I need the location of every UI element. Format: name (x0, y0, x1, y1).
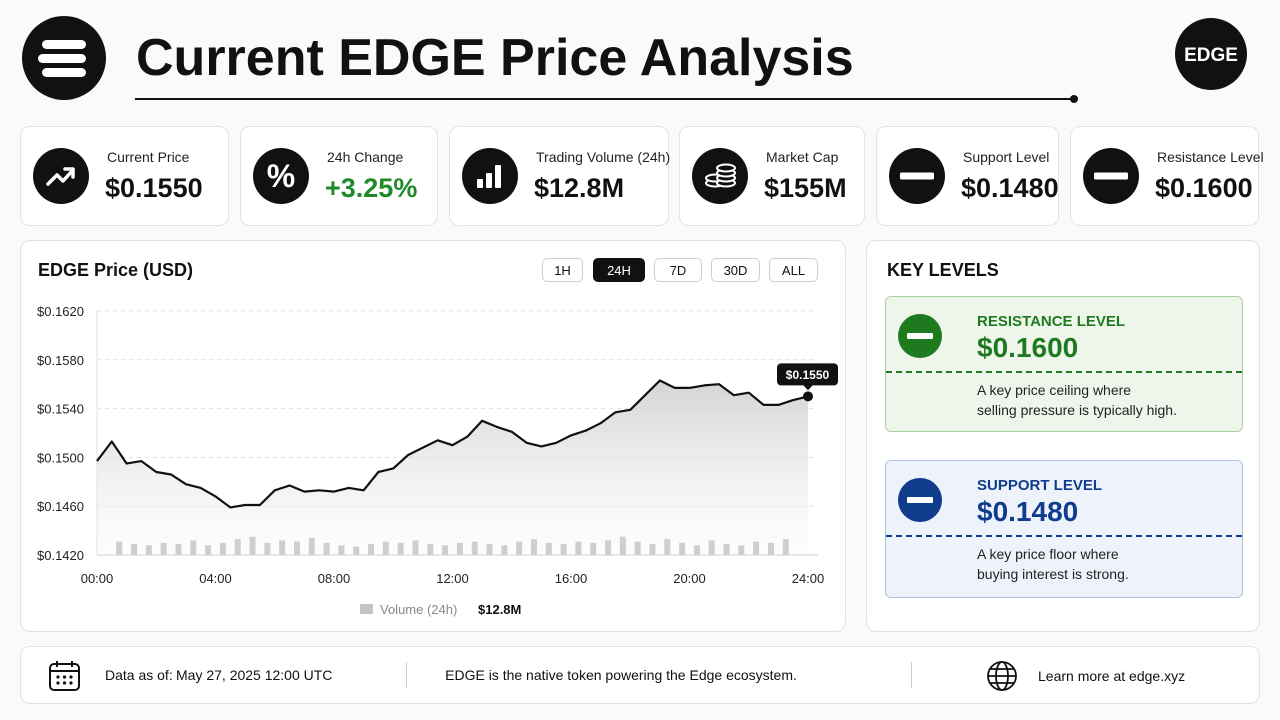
timeframe-button[interactable]: 30D (711, 258, 760, 282)
y-tick-label: $0.1500 (37, 450, 84, 465)
timeframe-button[interactable]: ALL (769, 258, 818, 282)
x-tick-label: 08:00 (318, 571, 351, 586)
timeframe-button[interactable]: 7D (654, 258, 702, 282)
legend-swatch (360, 604, 373, 614)
stat-icon (462, 148, 518, 204)
stat-value: $0.1480 (961, 173, 1059, 203)
stat-card: Trading Volume (24h) $12.8M (449, 126, 671, 226)
date-label: Data as of: (105, 667, 173, 683)
x-tick-label: 16:00 (555, 571, 588, 586)
y-tick-label: $0.1540 (37, 402, 84, 417)
key-levels-title: KEY LEVELS (887, 260, 999, 280)
calendar-icon (49, 661, 80, 691)
price-line (96, 379, 809, 509)
level-rule (886, 371, 1242, 373)
price-area (97, 380, 808, 555)
stat-label: Resistance Level (1157, 149, 1264, 165)
legend-total: $12.8M (478, 602, 521, 617)
date: May 27, 2025 12:00 UTC (176, 667, 333, 683)
stat-card: Current Price $0.1550 (20, 126, 229, 226)
badge (1175, 18, 1247, 90)
stat-icon (33, 148, 89, 204)
stat-icon (1083, 148, 1139, 204)
y-tick-label: $0.1580 (37, 353, 84, 368)
y-tick-label: $0.1460 (37, 499, 84, 514)
y-tick-label: $0.1620 (37, 304, 84, 319)
last-price-dot (803, 391, 813, 402)
level-title: RESISTANCE LEVEL (977, 313, 1126, 330)
level-value: $0.1480 (977, 496, 1079, 527)
rule-dot (1070, 95, 1078, 103)
stat-label: Market Cap (766, 149, 839, 165)
chart-panel: EDGE Price (USD) 1H 24H 7D 30D ALL $0.1420 $0… (20, 240, 846, 632)
chart: $0.1420 $0.1460 $0.1500 $0.1540 $0.1580 $0.16… (37, 304, 838, 617)
key-levels-panel: KEY LEVELS RESISTANCE LEVEL $0.1600 A key … (866, 240, 1260, 632)
badge-text: EDGE (1184, 45, 1238, 66)
timeframe-button[interactable]: 24H (593, 258, 645, 282)
learn-more-link[interactable]: Learn more at edge.xyz (1038, 668, 1186, 684)
timeframe-button[interactable]: 1H (542, 258, 583, 282)
level-icon (898, 478, 942, 522)
level-description: A key price floor where (977, 546, 1119, 562)
header: Current EDGE Price Analysis EDGE (22, 16, 1247, 103)
level-description: A key price ceiling where (977, 382, 1132, 398)
x-tick-label: 12:00 (436, 571, 469, 586)
x-tick-label: 20:00 (673, 571, 706, 586)
x-tick-label: 24:00 (792, 571, 825, 586)
divider (406, 662, 407, 688)
level-rule (886, 535, 1242, 537)
footer: Data as of: May 27, 2025 12:00 UTC EDGE … (20, 646, 1260, 704)
stat-value: $12.8M (534, 173, 625, 203)
last-price-label: $0.1550 (786, 368, 830, 382)
last-price-tag (777, 363, 838, 386)
chart-title: EDGE Price (USD) (38, 260, 194, 280)
level-description: buying interest is strong. (977, 566, 1129, 582)
stat-value: $0.1550 (105, 173, 203, 203)
svg-text:%: % (267, 158, 295, 194)
stat-value: +3.25% (325, 173, 418, 203)
x-tick-label: 04:00 (199, 571, 232, 586)
stat-value: $0.1600 (1155, 173, 1253, 203)
y-tick-label: $0.1420 (37, 548, 84, 563)
stat-label: Trading Volume (24h) (536, 149, 671, 165)
stat-icon (692, 148, 748, 204)
divider (911, 662, 912, 688)
level-card: SUPPORT LEVEL $0.1480 A key price floor wh… (885, 460, 1243, 598)
level-card: RESISTANCE LEVEL $0.1600 A key price ceili… (885, 296, 1243, 432)
level-icon (898, 314, 942, 358)
stat-card: Market Cap $155M (679, 126, 865, 226)
stat-icon: % (253, 148, 309, 204)
page-title: Current EDGE Price Analysis (136, 29, 854, 87)
stat-card: % 24h Change +3.25% (240, 126, 438, 226)
globe-icon (987, 661, 1017, 691)
stat-icon (889, 148, 945, 204)
level-value: $0.1600 (977, 332, 1079, 363)
stat-card: Support Level $0.1480 (876, 126, 1059, 226)
legend-label: Volume (24h) (380, 602, 457, 617)
level-title: SUPPORT LEVEL (977, 477, 1103, 494)
x-tick-label: 00:00 (81, 571, 114, 586)
stat-value: $155M (764, 173, 847, 203)
stat-label: 24h Change (327, 149, 404, 165)
stat-card: Resistance Level $0.1600 (1070, 126, 1264, 226)
logo-mark (38, 40, 86, 77)
about-text: EDGE is the native token powering the Ed… (445, 667, 797, 683)
stat-label: Support Level (963, 149, 1050, 165)
level-description: selling pressure is typically high. (977, 402, 1177, 418)
last-price-pointer (803, 384, 813, 391)
stat-label: Current Price (107, 149, 190, 165)
